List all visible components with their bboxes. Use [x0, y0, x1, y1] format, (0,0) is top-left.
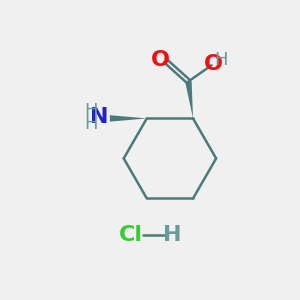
Text: Cl: Cl [119, 225, 143, 245]
Text: N: N [90, 107, 109, 127]
Text: H: H [84, 102, 98, 120]
Text: O: O [204, 54, 223, 74]
Text: H: H [215, 51, 228, 69]
Text: O: O [151, 50, 170, 70]
Text: H: H [84, 115, 98, 133]
Polygon shape [110, 115, 147, 122]
Polygon shape [185, 81, 193, 118]
Text: H: H [163, 225, 182, 245]
